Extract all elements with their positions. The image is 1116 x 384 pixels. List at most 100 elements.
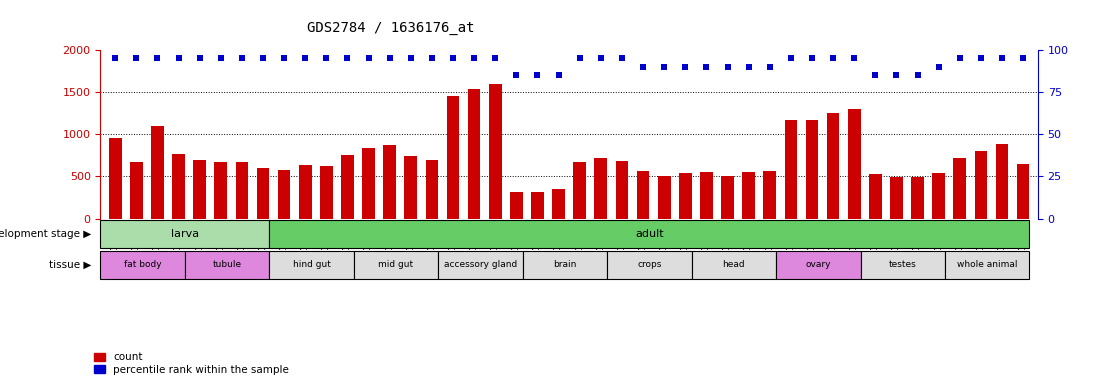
- Text: adult: adult: [635, 229, 664, 239]
- Bar: [974, 151, 988, 218]
- Point: [761, 64, 779, 70]
- Point: [951, 55, 969, 61]
- Text: mid gut: mid gut: [378, 260, 414, 269]
- Text: GDS2784 / 1636176_at: GDS2784 / 1636176_at: [307, 21, 474, 35]
- Bar: [721, 175, 734, 218]
- Point: [148, 55, 166, 61]
- FancyBboxPatch shape: [269, 220, 1029, 248]
- Point: [233, 55, 251, 61]
- FancyBboxPatch shape: [692, 251, 776, 279]
- Text: hind gut: hind gut: [292, 260, 330, 269]
- Bar: [235, 162, 248, 218]
- Bar: [172, 154, 185, 218]
- Bar: [552, 189, 565, 218]
- Point: [930, 64, 947, 70]
- Bar: [129, 162, 143, 218]
- FancyBboxPatch shape: [607, 251, 692, 279]
- FancyBboxPatch shape: [100, 251, 185, 279]
- FancyBboxPatch shape: [522, 251, 607, 279]
- Bar: [785, 120, 797, 218]
- Bar: [363, 148, 375, 218]
- Point: [972, 55, 990, 61]
- Bar: [214, 162, 228, 218]
- Bar: [932, 173, 945, 218]
- Point: [782, 55, 800, 61]
- Bar: [995, 144, 1009, 218]
- Bar: [953, 158, 966, 218]
- Point: [719, 64, 737, 70]
- Point: [359, 55, 377, 61]
- Bar: [700, 172, 713, 218]
- Bar: [1017, 164, 1029, 218]
- Bar: [806, 120, 818, 218]
- Text: fat body: fat body: [124, 260, 162, 269]
- Text: whole animal: whole animal: [956, 260, 1018, 269]
- Point: [106, 55, 124, 61]
- FancyBboxPatch shape: [269, 251, 354, 279]
- Point: [824, 55, 841, 61]
- Point: [170, 55, 187, 61]
- Point: [887, 72, 905, 78]
- Point: [908, 72, 926, 78]
- Point: [676, 64, 694, 70]
- Point: [212, 55, 230, 61]
- Point: [127, 55, 145, 61]
- Point: [613, 55, 631, 61]
- Point: [276, 55, 294, 61]
- Bar: [151, 126, 164, 218]
- Point: [381, 55, 398, 61]
- Bar: [637, 171, 650, 218]
- Text: testes: testes: [888, 260, 916, 269]
- FancyBboxPatch shape: [354, 251, 439, 279]
- Bar: [616, 161, 628, 218]
- Bar: [257, 168, 269, 218]
- Point: [529, 72, 547, 78]
- Bar: [320, 166, 333, 218]
- Point: [487, 55, 504, 61]
- Bar: [193, 159, 206, 218]
- FancyBboxPatch shape: [185, 251, 269, 279]
- Point: [993, 55, 1011, 61]
- Bar: [510, 192, 522, 218]
- Bar: [109, 138, 122, 218]
- FancyBboxPatch shape: [776, 251, 860, 279]
- Point: [698, 64, 715, 70]
- Bar: [763, 171, 776, 218]
- FancyBboxPatch shape: [945, 251, 1029, 279]
- Text: tissue ▶: tissue ▶: [49, 260, 92, 270]
- Point: [550, 72, 568, 78]
- Point: [297, 55, 315, 61]
- Text: head: head: [722, 260, 745, 269]
- Point: [866, 72, 884, 78]
- Bar: [468, 89, 481, 218]
- Point: [191, 55, 209, 61]
- Point: [402, 55, 420, 61]
- Bar: [446, 96, 460, 218]
- Bar: [404, 156, 417, 218]
- Point: [591, 55, 609, 61]
- Point: [423, 55, 441, 61]
- Text: development stage ▶: development stage ▶: [0, 229, 92, 239]
- Point: [655, 64, 673, 70]
- Bar: [848, 109, 860, 218]
- Point: [845, 55, 863, 61]
- Legend: count, percentile rank within the sample: count, percentile rank within the sample: [95, 353, 289, 375]
- Point: [465, 55, 483, 61]
- Bar: [489, 84, 501, 218]
- Point: [444, 55, 462, 61]
- Text: brain: brain: [554, 260, 577, 269]
- Bar: [384, 145, 396, 218]
- Text: accessory gland: accessory gland: [444, 260, 517, 269]
- Bar: [425, 159, 439, 218]
- Bar: [278, 170, 290, 218]
- Bar: [574, 162, 586, 218]
- Text: tubule: tubule: [212, 260, 242, 269]
- Text: larva: larva: [171, 229, 199, 239]
- Point: [338, 55, 356, 61]
- Text: crops: crops: [637, 260, 662, 269]
- FancyBboxPatch shape: [860, 251, 945, 279]
- Bar: [891, 177, 903, 218]
- Bar: [299, 166, 311, 218]
- Point: [1014, 55, 1032, 61]
- FancyBboxPatch shape: [439, 251, 522, 279]
